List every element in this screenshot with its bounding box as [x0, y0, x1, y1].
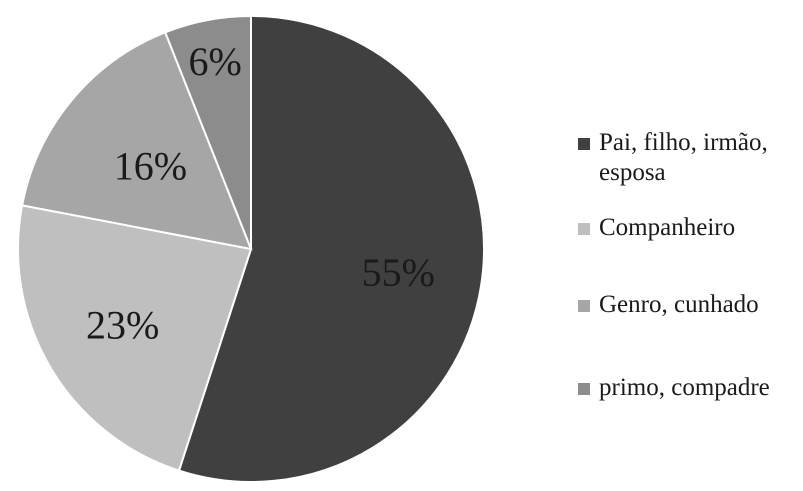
legend-swatch-pai-filho-irmao-esposa	[578, 138, 590, 150]
pie-slice-primo-compadre	[163, 14, 252, 250]
legend-item-genro-cunhado: Genro, cunhado	[578, 290, 799, 320]
legend-swatch-primo-compadre	[578, 383, 590, 395]
slice-labels: 55% 23% 16% 6%	[86, 39, 435, 348]
pie-slice-genro-cunhado	[20, 31, 253, 251]
slice-label-companheiro: 23%	[86, 302, 159, 347]
slice-label-pai-filho-irmao-esposa: 55%	[362, 250, 435, 295]
pie-slice-companheiro	[17, 204, 253, 472]
legend-swatch-companheiro	[578, 223, 590, 235]
legend-item-companheiro: Companheiro	[578, 213, 799, 243]
pie-slices	[17, 14, 485, 483]
legend-label-primo-compadre: primo, compadre	[599, 374, 770, 401]
slice-label-genro-cunhado: 16%	[114, 143, 187, 188]
legend-item-primo-compadre: primo, compadre	[578, 373, 799, 403]
pie-slice-pai-filho-irmao-esposa	[177, 14, 485, 483]
slice-label-primo-compadre: 6%	[189, 39, 242, 84]
legend-item-pai-filho-irmao-esposa: Pai, filho, irmão, esposa	[578, 128, 799, 188]
legend-label-pai-filho-irmao-esposa: Pai, filho, irmão, esposa	[599, 129, 768, 186]
legend-swatch-genro-cunhado	[578, 300, 590, 312]
legend-label-companheiro: Companheiro	[599, 214, 736, 241]
legend-label-genro-cunhado: Genro, cunhado	[599, 291, 759, 318]
